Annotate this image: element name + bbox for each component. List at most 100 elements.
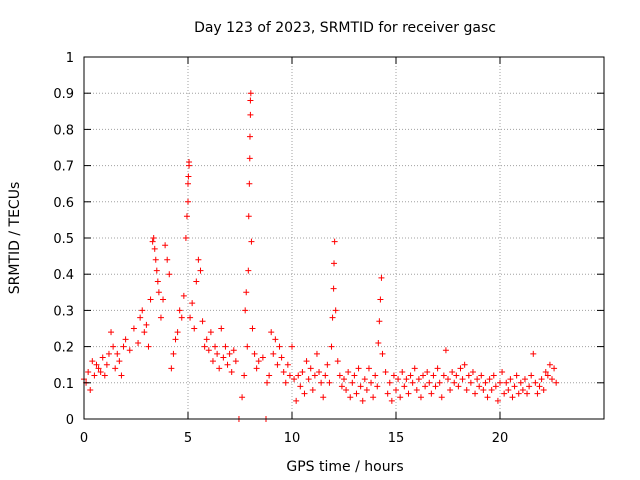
data-point: [183, 213, 190, 220]
data-point: [326, 379, 333, 386]
data-point: [395, 376, 402, 383]
data-point: [105, 350, 112, 357]
data-point: [152, 256, 159, 263]
data-point: [449, 368, 456, 375]
data-point: [85, 368, 92, 375]
data-point: [351, 372, 358, 379]
data-point: [322, 372, 329, 379]
data-point: [114, 350, 121, 357]
data-point: [116, 358, 123, 365]
data-point: [459, 376, 466, 383]
data-point: [108, 329, 115, 336]
data-point: [390, 372, 397, 379]
data-point: [268, 329, 275, 336]
data-point: [241, 372, 248, 379]
data-point: [293, 397, 300, 404]
axis-ticks: 00.10.20.30.40.50.60.70.80.910 5 10 15 20: [53, 51, 604, 446]
data-point: [484, 394, 491, 401]
y-tick-label: 0.5: [53, 232, 74, 247]
data-point: [447, 387, 454, 394]
data-point: [253, 365, 260, 372]
data-point: [289, 343, 295, 350]
data-point: [424, 368, 431, 375]
data-point: [247, 97, 254, 104]
data-point: [318, 379, 325, 386]
data-point: [442, 347, 449, 354]
data-point: [411, 365, 418, 372]
data-point: [95, 365, 102, 372]
data-point: [295, 372, 302, 379]
data-point: [426, 379, 433, 386]
data-point: [216, 365, 223, 372]
data-point: [349, 379, 356, 386]
data-point: [264, 379, 271, 386]
data-point: [255, 358, 262, 365]
data-point: [379, 350, 386, 357]
data-point: [457, 365, 464, 372]
data-point: [143, 321, 150, 328]
data-point: [347, 394, 354, 401]
data-point: [130, 325, 137, 332]
data-point: [363, 387, 370, 394]
data-point: [197, 267, 204, 274]
data-point: [386, 379, 393, 386]
data-point: [474, 376, 481, 383]
data-point: [530, 350, 537, 357]
data-point: [291, 376, 298, 383]
data-point: [329, 314, 336, 321]
data-point: [145, 343, 152, 350]
y-tick-label: 0.9: [53, 87, 74, 102]
data-point: [445, 376, 451, 383]
data-point: [465, 372, 472, 379]
data-point: [182, 235, 189, 241]
data-point: [469, 368, 476, 375]
data-point: [176, 307, 183, 314]
data-point: [222, 343, 229, 350]
y-tick-label: 0.8: [53, 123, 74, 138]
data-point: [532, 379, 539, 386]
data-point: [313, 350, 320, 357]
data-point: [149, 238, 156, 245]
data-point: [276, 343, 283, 350]
data-point: [480, 387, 487, 394]
data-point: [139, 307, 146, 314]
data-point: [185, 173, 192, 180]
data-point: [244, 343, 251, 350]
data-point: [503, 379, 510, 386]
data-point: [517, 379, 524, 386]
data-point: [513, 372, 520, 379]
data-point: [243, 289, 250, 296]
data-point: [453, 372, 460, 379]
data-point: [245, 267, 252, 274]
data-point: [355, 365, 362, 372]
data-point: [191, 325, 198, 332]
data-point: [120, 343, 127, 350]
data-point: [195, 256, 202, 263]
data-point: [207, 329, 214, 336]
data-point: [353, 390, 360, 397]
data-point: [247, 111, 254, 118]
data-point: [157, 314, 164, 321]
data-point: [178, 314, 185, 321]
data-point: [324, 361, 331, 368]
data-point: [154, 278, 161, 285]
data-point: [343, 387, 350, 394]
x-tick-label: 5: [184, 431, 192, 446]
data-point: [126, 347, 133, 354]
data-point: [162, 242, 169, 249]
data-point: [309, 387, 316, 394]
data-point: [482, 379, 489, 386]
data-point: [320, 394, 327, 401]
data-point: [205, 347, 212, 354]
data-point: [332, 307, 339, 314]
data-point: [301, 390, 308, 397]
data-point: [436, 379, 443, 386]
y-tick-label: 0.3: [53, 304, 74, 319]
data-point: [112, 365, 119, 372]
data-point: [168, 365, 175, 372]
data-point: [286, 372, 293, 379]
data-point: [147, 296, 154, 303]
data-point: [328, 343, 335, 350]
data-point: [299, 368, 306, 375]
data-point: [307, 365, 314, 372]
